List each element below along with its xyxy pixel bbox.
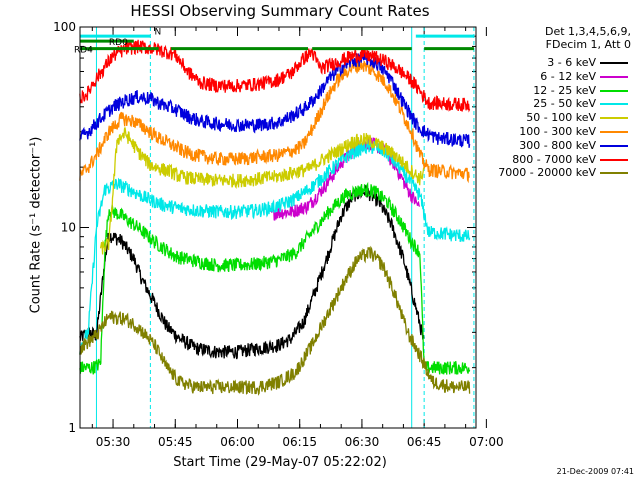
legend-entry: 50 - 100 keV: [486, 111, 630, 124]
series-line-4: [99, 127, 425, 255]
legend-entry: 12 - 25 keV: [486, 84, 630, 97]
legend-entry-label: 300 - 800 keV: [519, 138, 596, 152]
legend-entry-label: 100 - 300 keV: [519, 125, 596, 138]
chart-title: HESSI Observing Summary Count Rates: [130, 2, 430, 20]
legend-entry-swatch: [600, 131, 628, 133]
legend-entry: 300 - 800 keV: [486, 139, 630, 152]
legend-entry-swatch: [600, 62, 628, 64]
y-tick-label: 100: [53, 20, 76, 34]
y-tick-label: 10: [61, 221, 76, 235]
legend-entry: 25 - 50 keV: [486, 97, 630, 110]
series-line-6: [79, 51, 471, 148]
x-tick-label: 05:30: [96, 435, 131, 449]
y-axis-label: Count Rate (s⁻¹ detector⁻¹): [28, 136, 44, 314]
legend-header-line-1: Det 1,3,4,5,6,9,: [544, 25, 631, 38]
series-line-2: [79, 181, 471, 375]
x-tick-label: 07:00: [469, 435, 504, 449]
legend-entry-label: 50 - 100 keV: [526, 111, 596, 125]
x-tick-label: 06:00: [220, 435, 255, 449]
legend-header-line-2: FDecim 1, Att 0: [545, 38, 631, 51]
legend-entry-label: 3 - 6 keV: [547, 56, 596, 69]
legend-entry-swatch: [600, 158, 628, 161]
x-tick-label: 05:45: [158, 435, 193, 449]
series-line-0: [79, 185, 425, 360]
legend-entry-label: 800 - 7000 keV: [512, 152, 596, 166]
legend-entry-swatch: [600, 117, 628, 120]
series-line-8: [79, 245, 471, 396]
series-line-3: [79, 139, 471, 355]
x-tick-label: 06:30: [345, 435, 380, 449]
series-line-5: [79, 59, 470, 184]
legend-entry-label: 12 - 25 keV: [533, 83, 596, 97]
legend-entry: 3 - 6 keV: [486, 56, 630, 69]
state-label-rd4: RD4: [74, 46, 93, 56]
plot-frame: [79, 26, 477, 429]
state-label-rd0: RD0: [109, 38, 128, 48]
legend-entry-swatch: [600, 89, 628, 92]
series-line-1: [270, 137, 421, 221]
timestamp: 21-Dec-2009 07:41: [556, 467, 634, 476]
legend-entry-swatch: [600, 75, 628, 78]
legend-entry: 7000 - 20000 keV: [486, 166, 630, 179]
x-tick-label: 06:15: [282, 435, 317, 449]
legend-entry-swatch: [600, 172, 628, 175]
y-tick-label: 1: [68, 421, 76, 435]
series-line-7: [79, 39, 471, 113]
legend-entry-label: 7000 - 20000 keV: [498, 166, 596, 180]
legend-entry: 6 - 12 keV: [486, 70, 630, 83]
legend-entry-swatch: [600, 144, 628, 147]
legend-entry: 800 - 7000 keV: [486, 153, 630, 166]
x-axis-label: Start Time (29-May-07 05:22:02): [173, 455, 387, 470]
legend-entry-swatch: [600, 103, 628, 106]
legend-entry-label: 6 - 12 keV: [540, 69, 596, 83]
legend-entry: 100 - 300 keV: [486, 125, 630, 138]
legend-entry-label: 25 - 50 keV: [533, 97, 596, 111]
x-tick-label: 06:45: [407, 435, 442, 449]
state-label-n: N: [155, 27, 162, 37]
